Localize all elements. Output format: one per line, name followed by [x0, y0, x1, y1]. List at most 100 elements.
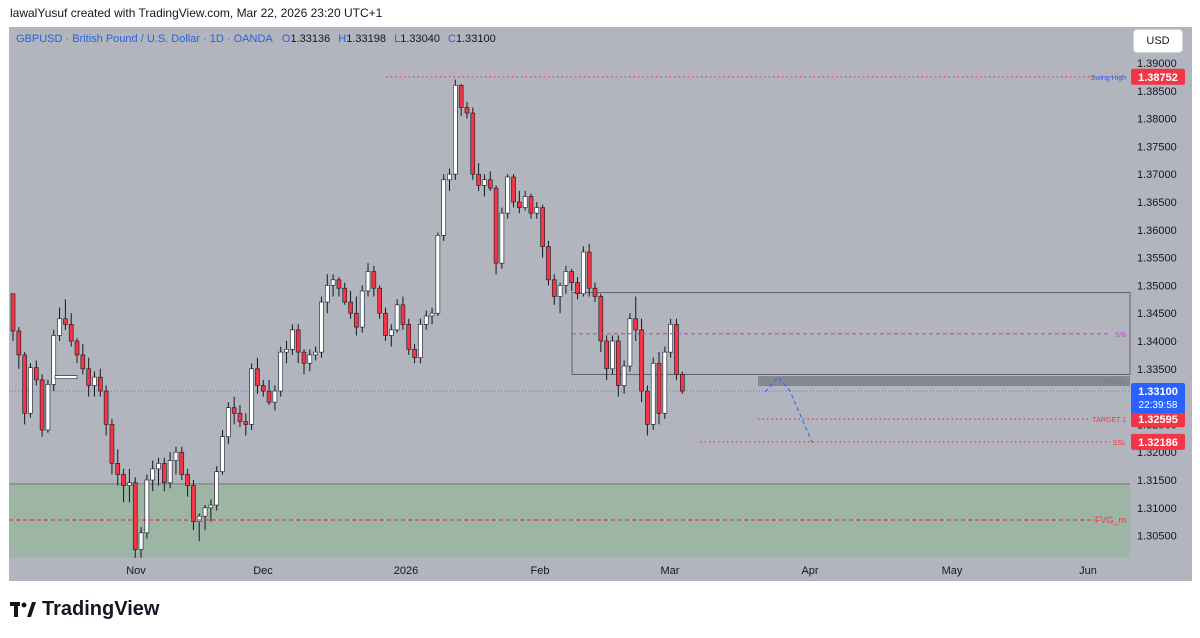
last-price-tag	[1131, 383, 1185, 414]
candle-body	[371, 271, 377, 289]
candle-body	[243, 421, 249, 425]
candle-body	[551, 279, 557, 297]
level-label: SSL	[1113, 440, 1126, 447]
price-tag-label: 1.32595	[1138, 414, 1178, 426]
y-tick-label: 1.37000	[1137, 169, 1177, 181]
candle-body	[324, 285, 330, 303]
price-tag	[1131, 433, 1185, 450]
candle-body	[284, 349, 289, 353]
candle-body	[208, 504, 214, 509]
candle-body	[639, 329, 644, 392]
candle-body	[167, 460, 173, 484]
candle-body	[598, 296, 604, 342]
candle-body	[290, 329, 295, 350]
candle-body	[220, 436, 225, 472]
candle-body	[412, 349, 417, 358]
candle-body	[132, 482, 138, 550]
candle-body	[150, 468, 155, 481]
candle-body	[319, 301, 324, 353]
candle-body	[418, 324, 423, 358]
candle-body	[98, 376, 103, 392]
candle-body	[86, 368, 91, 386]
candle-body	[435, 235, 441, 314]
y-tick-label: 1.35500	[1137, 253, 1177, 265]
y-tick-label: 1.31000	[1137, 503, 1177, 515]
currency-button[interactable]: USD	[1133, 29, 1183, 53]
candle-body	[92, 376, 97, 386]
level-label: FVG_m	[1095, 515, 1126, 525]
candle-body	[592, 287, 598, 297]
candle-body	[231, 407, 237, 414]
candle-body	[191, 485, 196, 522]
candle-body	[28, 367, 33, 414]
candle-body	[388, 329, 394, 336]
open-label: O	[281, 33, 291, 45]
y-tick-label: 1.34000	[1137, 336, 1177, 348]
candle-body	[39, 379, 45, 431]
candle-body	[447, 173, 452, 181]
candle-body	[162, 463, 167, 484]
candle-body	[406, 324, 412, 350]
candle-body	[74, 340, 80, 356]
candle-body	[528, 196, 534, 214]
candle-body	[499, 212, 505, 264]
candle-body	[645, 390, 650, 425]
candle-body	[266, 390, 272, 403]
level-label: S/B	[1115, 332, 1127, 339]
candle-body	[458, 84, 464, 108]
open-value: 1.33136	[290, 33, 331, 45]
candle-body	[522, 196, 528, 208]
candle-body	[144, 479, 150, 534]
candle-body	[214, 471, 219, 506]
candle-body	[295, 329, 301, 353]
candle-body	[272, 390, 278, 403]
candle-body	[627, 318, 633, 367]
candle-body	[517, 201, 522, 208]
candle-body	[493, 187, 499, 264]
candle-body	[464, 107, 470, 114]
x-tick-label: Nov	[126, 565, 146, 577]
candle-body	[604, 340, 609, 370]
candle-body	[429, 312, 435, 317]
candle-body	[546, 246, 551, 281]
candle-body	[278, 351, 284, 392]
countdown-label: 22:39:58	[1139, 400, 1178, 411]
candle-body	[610, 340, 615, 370]
candle-body	[57, 318, 62, 336]
price-tag-label: 1.32186	[1138, 437, 1178, 449]
candle-body	[557, 285, 563, 297]
candle-body	[511, 176, 516, 203]
y-tick-label: 1.38000	[1137, 114, 1177, 126]
candle-body	[679, 374, 685, 392]
candle-body	[668, 324, 673, 353]
symbol-title: GBPUSD · British Pound / U.S. Dollar · 1…	[16, 33, 273, 45]
candle-body	[575, 282, 580, 295]
price-tag	[1131, 411, 1185, 428]
candle-body	[80, 354, 86, 370]
candle-body	[63, 318, 68, 325]
candle-body	[260, 385, 266, 392]
level-label: NWOG	[1103, 379, 1126, 386]
candle-body	[342, 287, 348, 303]
candle-body	[476, 173, 481, 186]
tradingview-logo-icon	[10, 601, 36, 617]
tradingview-logo[interactable]: TradingView	[10, 598, 159, 621]
x-tick-label: Dec	[253, 565, 273, 577]
y-tick-label: 1.31500	[1137, 475, 1177, 487]
candle-body	[453, 84, 458, 175]
y-tick-label: 1.36500	[1137, 197, 1177, 209]
x-tick-label: Feb	[531, 565, 550, 577]
candle-body	[586, 251, 592, 289]
last-price-label: 1.33100	[1138, 386, 1178, 398]
y-tick-label: 1.33500	[1137, 364, 1177, 376]
candle-body	[470, 112, 476, 175]
candle-body	[45, 384, 51, 431]
y-tick-label: 1.34500	[1137, 308, 1177, 320]
nwog-zone	[758, 376, 1130, 387]
candle-body	[313, 351, 318, 356]
candle-body	[179, 451, 185, 475]
candle-body	[540, 207, 545, 247]
candle-body	[359, 290, 365, 328]
candle-body	[377, 287, 382, 314]
